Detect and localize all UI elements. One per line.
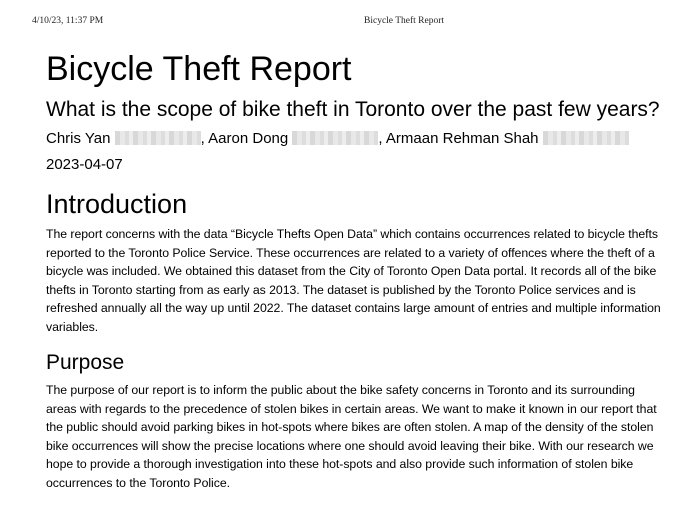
author-separator: , bbox=[378, 130, 386, 147]
print-header: 4/10/23, 11:37 PM Bicycle Theft Report bbox=[32, 16, 668, 30]
redacted-id-block bbox=[292, 131, 379, 145]
redacted-id-block bbox=[114, 131, 201, 145]
print-doc-title: Bicycle Theft Report bbox=[364, 16, 445, 26]
report-date: 2023-04-07 bbox=[46, 156, 123, 173]
author-name: Chris Yan bbox=[46, 130, 111, 147]
introduction-paragraph: The report concerns with the data “Bicyc… bbox=[46, 227, 661, 334]
page-subtitle: What is the scope of bike theft in Toron… bbox=[46, 98, 660, 121]
section-heading-introduction: Introduction bbox=[46, 189, 188, 219]
page-title: Bicycle Theft Report bbox=[46, 50, 352, 88]
purpose-paragraph: The purpose of our report is to inform t… bbox=[46, 383, 657, 490]
section-heading-purpose: Purpose bbox=[46, 351, 125, 374]
print-timestamp: 4/10/23, 11:37 PM bbox=[32, 16, 104, 26]
document-body: Bicycle Theft Report What is the scope o… bbox=[46, 50, 666, 492]
author-list: Chris Yan , Aaron Dong , Armaan Rehman S… bbox=[46, 130, 666, 148]
author-name: Armaan Rehman Shah bbox=[385, 130, 539, 147]
redacted-id-block bbox=[542, 131, 629, 145]
author-name: Aaron Dong bbox=[208, 130, 289, 147]
author-separator: , bbox=[200, 130, 209, 147]
